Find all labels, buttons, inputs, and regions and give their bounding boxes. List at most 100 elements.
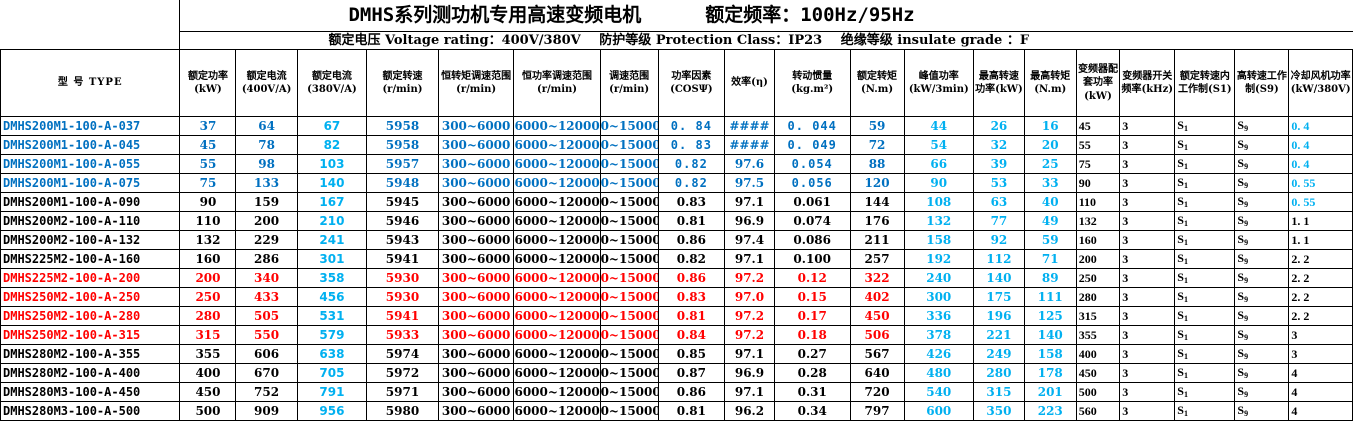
cell-i400: 78 — [235, 135, 298, 155]
cell-pmax: 140 — [973, 268, 1025, 288]
table-row: DMHS200M1-100-A-090 90 159 167 5945 300~6000 6… — [0, 192, 1353, 212]
cell-pf: 0.82 — [657, 154, 726, 174]
cell-type: DMHS200M1-100-A-045 — [0, 135, 181, 155]
cell-ct: 300~6000 — [437, 268, 515, 288]
cell-s1: S1 — [1174, 344, 1236, 364]
cell-i380: 579 — [296, 325, 368, 345]
cell-type: DMHS225M2-100-A-160 — [0, 249, 181, 269]
table-title: DMHS系列测功机专用高速变频电机 额定频率：100Hz/95Hz — [179, 0, 1353, 32]
cell-s9: S9 — [1234, 401, 1290, 421]
cell-sw: 3 — [1119, 382, 1176, 402]
cell-ct: 300~6000 — [437, 135, 515, 155]
cell-pf: 0. 83 — [657, 135, 726, 155]
column-header: 峰值功率(kW/3min) — [903, 49, 975, 117]
cell-j: 0.15 — [773, 287, 851, 307]
cell-fan: 4 — [1288, 382, 1353, 402]
cell-eff: 97.6 — [724, 154, 775, 174]
cell-j: 0.18 — [773, 325, 851, 345]
cell-s1: S1 — [1174, 382, 1236, 402]
corner-cell-2 — [1, 32, 180, 50]
cell-j: 0. 044 — [773, 116, 851, 136]
cell-sw: 3 — [1119, 287, 1176, 307]
cell-ct: 300~6000 — [437, 363, 515, 383]
cell-fan: 1. 1 — [1288, 230, 1353, 250]
cell-sw: 3 — [1119, 154, 1176, 174]
header-row: 型 号 TYPE 额定功率(kW) 额定电流(400V/A) 额定电流(380V/A)… — [0, 49, 1353, 117]
cell-n: 5945 — [366, 192, 439, 212]
cell-type: DMHS200M2-100-A-132 — [0, 230, 181, 250]
cell-tmax: 158 — [1023, 344, 1077, 364]
cell-pmax: 32 — [973, 135, 1025, 155]
cell-tmax: 89 — [1023, 268, 1077, 288]
cell-sr: 0~15000 — [599, 192, 659, 212]
cell-pf: 0.86 — [657, 382, 726, 402]
title-main: DMHS系列测功机专用高速变频电机 — [348, 4, 642, 26]
cell-type: DMHS250M2-100-A-315 — [0, 325, 181, 345]
cell-eff: 96.9 — [724, 211, 775, 231]
cell-i380: 67 — [296, 116, 368, 136]
cell-p: 110 — [179, 211, 237, 231]
cell-s1: S1 — [1174, 287, 1236, 307]
cell-tmax: 223 — [1023, 401, 1077, 421]
table-row: DMHS200M1-100-A-055 55 98 103 5957 300~6000 60… — [0, 154, 1353, 174]
cell-sw: 3 — [1119, 192, 1176, 212]
cell-i400: 159 — [235, 192, 298, 212]
cell-sr: 0~15000 — [599, 249, 659, 269]
cell-t: 144 — [849, 192, 905, 212]
cell-p: 160 — [179, 249, 237, 269]
cell-t: 322 — [849, 268, 905, 288]
cell-j: 0.100 — [773, 249, 851, 269]
cell-s1: S1 — [1174, 325, 1236, 345]
cell-sw: 3 — [1119, 325, 1176, 345]
cell-t: 257 — [849, 249, 905, 269]
cell-j: 0.054 — [773, 154, 851, 174]
cell-i380: 956 — [296, 401, 368, 421]
table-row: DMHS280M3-100-A-500 500 909 956 5980 300~6000… — [0, 401, 1353, 421]
cell-sr: 0~15000 — [599, 325, 659, 345]
cell-pmax: 39 — [973, 154, 1025, 174]
cell-inv: 90 — [1075, 173, 1121, 193]
cell-s9: S9 — [1234, 192, 1290, 212]
cell-tmax: 140 — [1023, 325, 1077, 345]
cell-tmax: 71 — [1023, 249, 1077, 269]
column-header: 额定转速(r/min) — [366, 49, 439, 117]
cell-ct: 300~6000 — [437, 173, 515, 193]
cell-tmax: 40 — [1023, 192, 1077, 212]
cell-i400: 606 — [235, 344, 298, 364]
table-row: DMHS200M1-100-A-075 75 133 140 5948 300~6000 6… — [0, 173, 1353, 193]
table-row: DMHS225M2-100-A-200 200 340 358 5930 300~6000… — [0, 268, 1353, 288]
cell-n: 5958 — [366, 116, 439, 136]
cell-inv: 355 — [1075, 325, 1121, 345]
cell-s9: S9 — [1234, 249, 1290, 269]
cell-fan: 0. 4 — [1288, 135, 1353, 155]
cell-inv: 500 — [1075, 382, 1121, 402]
cell-inv: 110 — [1075, 192, 1121, 212]
cell-sr: 0~15000 — [599, 287, 659, 307]
cell-pk: 540 — [903, 382, 975, 402]
cell-t: 211 — [849, 230, 905, 250]
cell-inv: 75 — [1075, 154, 1121, 174]
column-header: 型 号 TYPE — [0, 49, 181, 117]
cell-inv: 132 — [1075, 211, 1121, 231]
cell-s9: S9 — [1234, 173, 1290, 193]
cell-t: 72 — [849, 135, 905, 155]
cell-i380: 638 — [296, 344, 368, 364]
cell-eff: 97.1 — [724, 382, 775, 402]
cell-cp: 6000~12000 — [513, 173, 601, 193]
cell-cp: 6000~12000 — [513, 363, 601, 383]
cell-pmax: 112 — [973, 249, 1025, 269]
cell-pmax: 26 — [973, 116, 1025, 136]
cell-sr: 0~15000 — [599, 135, 659, 155]
cell-i400: 340 — [235, 268, 298, 288]
cell-cp: 6000~12000 — [513, 306, 601, 326]
cell-sw: 3 — [1119, 173, 1176, 193]
cell-pk: 44 — [903, 116, 975, 136]
cell-cp: 6000~12000 — [513, 192, 601, 212]
cell-fan: 2. 2 — [1288, 268, 1353, 288]
cell-t: 567 — [849, 344, 905, 364]
cell-sw: 3 — [1119, 363, 1176, 383]
table-row: DMHS225M2-100-A-160 160 286 301 5941 300~6000… — [0, 249, 1353, 269]
cell-eff: 97.1 — [724, 192, 775, 212]
cell-pmax: 92 — [973, 230, 1025, 250]
cell-s9: S9 — [1234, 363, 1290, 383]
